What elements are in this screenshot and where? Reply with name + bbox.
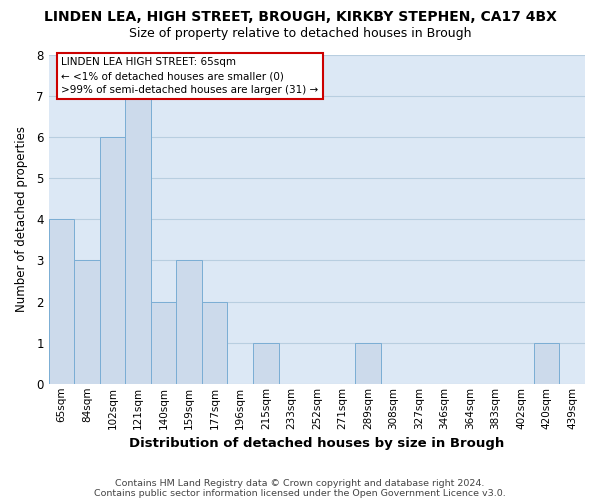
Bar [176, 260, 202, 384]
Text: LINDEN LEA, HIGH STREET, BROUGH, KIRKBY STEPHEN, CA17 4BX: LINDEN LEA, HIGH STREET, BROUGH, KIRKBY … [44, 10, 556, 24]
Bar [202, 302, 227, 384]
Text: Contains HM Land Registry data © Crown copyright and database right 2024.: Contains HM Land Registry data © Crown c… [115, 478, 485, 488]
Y-axis label: Number of detached properties: Number of detached properties [15, 126, 28, 312]
Text: Size of property relative to detached houses in Brough: Size of property relative to detached ho… [129, 28, 471, 40]
Text: Contains public sector information licensed under the Open Government Licence v3: Contains public sector information licen… [94, 488, 506, 498]
Bar [534, 342, 559, 384]
Bar [151, 302, 176, 384]
Bar [49, 220, 74, 384]
Bar [100, 137, 125, 384]
Bar [253, 342, 278, 384]
Bar [74, 260, 100, 384]
Bar [355, 342, 380, 384]
X-axis label: Distribution of detached houses by size in Brough: Distribution of detached houses by size … [129, 437, 505, 450]
Bar [125, 96, 151, 384]
Text: LINDEN LEA HIGH STREET: 65sqm
← <1% of detached houses are smaller (0)
>99% of s: LINDEN LEA HIGH STREET: 65sqm ← <1% of d… [61, 57, 319, 95]
